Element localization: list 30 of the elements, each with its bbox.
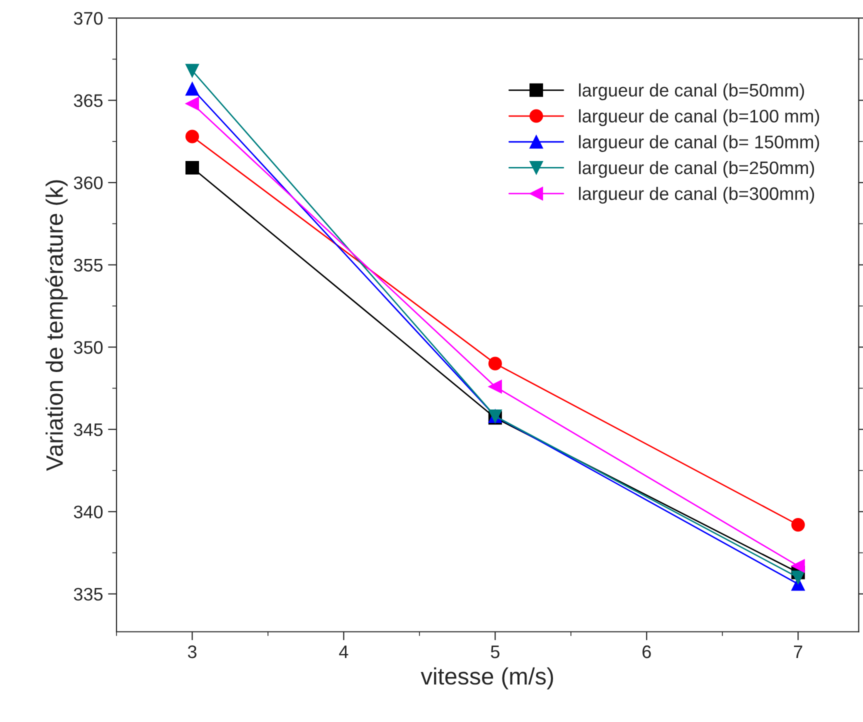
point xyxy=(185,96,200,110)
legend-label: largueur de canal (b=250mm) xyxy=(579,160,814,178)
point xyxy=(185,64,200,78)
y-tick-label: 355 xyxy=(74,258,103,272)
point xyxy=(185,161,200,175)
legend-label: largueur de canal (b= 150mm) xyxy=(579,135,820,152)
point xyxy=(791,518,805,532)
point xyxy=(488,356,502,370)
x-axis-title: vitesse (m/s) xyxy=(420,667,554,690)
point xyxy=(488,380,502,394)
point xyxy=(185,130,200,144)
x-tick-label: 5 xyxy=(490,646,500,658)
x-tick-label: 7 xyxy=(794,646,802,658)
y-tick-label: 360 xyxy=(74,176,103,190)
legend-label: largueur de canal (b=300mm) xyxy=(579,186,814,204)
legend-label: largueur de canal (b=100 mm) xyxy=(579,109,820,126)
x-tick-label: 4 xyxy=(339,646,348,658)
point xyxy=(791,559,805,573)
point xyxy=(185,82,200,96)
y-tick-label: 370 xyxy=(74,12,103,25)
y-tick-label: 350 xyxy=(74,341,103,354)
point xyxy=(791,570,805,584)
y-tick-label: 340 xyxy=(74,506,103,518)
y-tick-label: 345 xyxy=(74,423,103,436)
y-axis-title: Variation de température (k) xyxy=(45,180,68,471)
y-tick-label: 365 xyxy=(74,94,103,108)
legend-label: largueur de canal (b=50mm) xyxy=(579,83,804,100)
y-tick-label: 335 xyxy=(74,588,103,601)
x-tick-label: 6 xyxy=(642,645,651,658)
x-tick-label: 3 xyxy=(188,645,196,658)
